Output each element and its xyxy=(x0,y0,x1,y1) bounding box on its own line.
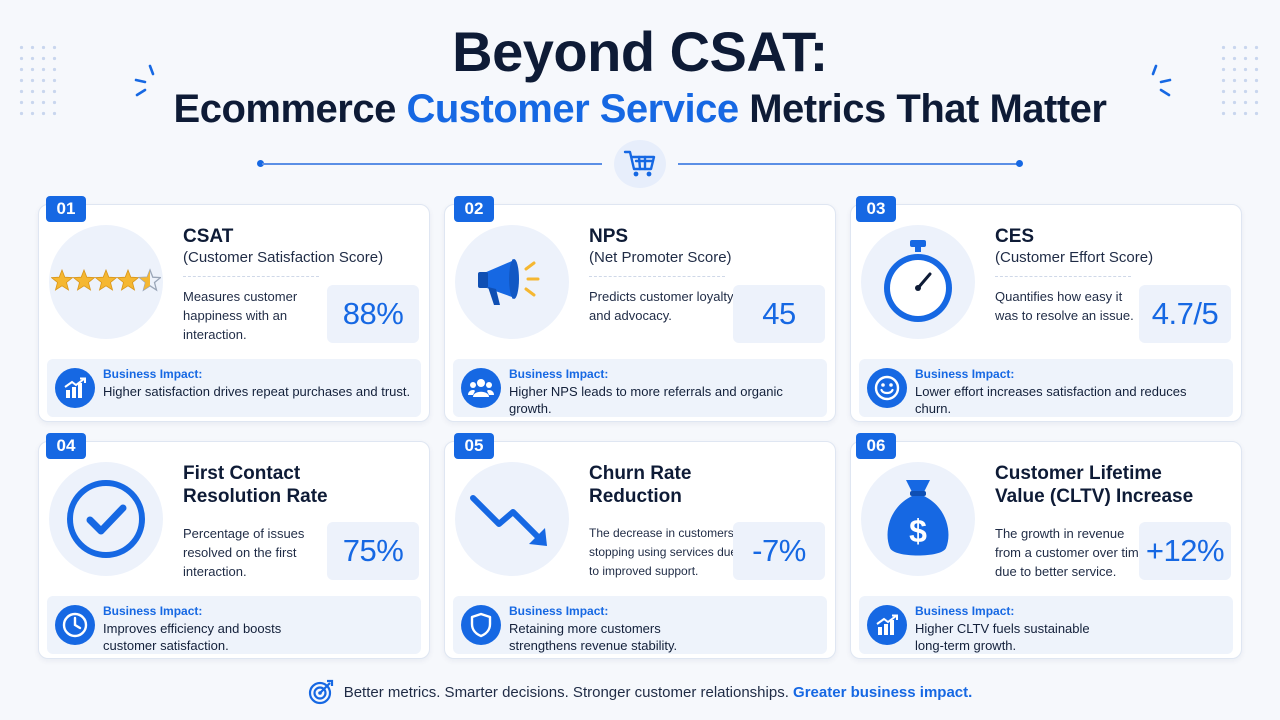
impact-text: Higher CLTV fuels sustainable long-term … xyxy=(915,621,1090,653)
page-subtitle: Ecommerce Customer Service Metrics That … xyxy=(0,84,1280,134)
impact-text: Improves efficiency and boosts customer … xyxy=(103,621,282,653)
smile-icon xyxy=(867,368,907,408)
decorative-dots xyxy=(16,42,62,116)
metric-card-fcr: First Contact Resolution Rate Percentage… xyxy=(38,441,430,659)
divider xyxy=(589,276,725,277)
divider xyxy=(995,276,1131,277)
impact-text: Higher satisfaction drives repeat purcha… xyxy=(103,384,411,399)
card-number: 03 xyxy=(856,196,896,222)
metric-title-line: Resolution Rate xyxy=(183,486,328,507)
star-rating-icon xyxy=(49,225,163,339)
impact-label: Business Impact: xyxy=(103,367,203,381)
impact-label: Business Impact: xyxy=(915,367,1015,381)
impact-label: Business Impact: xyxy=(103,604,203,618)
business-impact: Business Impact: Lower effort increases … xyxy=(859,359,1233,417)
impact-label: Business Impact: xyxy=(509,367,609,381)
metric-value: 75% xyxy=(327,522,419,580)
metric-title: CSAT xyxy=(183,226,234,247)
metric-description: Quantifies how easy it was to resolve an… xyxy=(995,289,1134,323)
growth-chart-icon xyxy=(867,605,907,645)
divider xyxy=(183,276,319,277)
impact-label: Business Impact: xyxy=(915,604,1015,618)
metric-title-line: Value (CLTV) Increase xyxy=(995,486,1194,507)
metric-card-ces: CES (Customer Effort Score) Quantifies h… xyxy=(850,204,1242,422)
business-impact: Business Impact: Higher satisfaction dri… xyxy=(47,359,421,417)
metric-value: -7% xyxy=(733,522,825,580)
metric-card-churn: Churn Rate Reduction The decrease in cus… xyxy=(444,441,836,659)
metric-title-line: First Contact xyxy=(183,463,301,484)
impact-text: Retaining more customers strengthens rev… xyxy=(509,621,678,653)
metric-subtitle: (Net Promoter Score) xyxy=(589,249,732,266)
metric-description: The growth in revenue from a customer ov… xyxy=(995,526,1146,579)
metric-value: +12% xyxy=(1139,522,1231,580)
card-number: 02 xyxy=(454,196,494,222)
page-title: Beyond CSAT: xyxy=(452,20,828,83)
business-impact: Business Impact: Improves efficiency and… xyxy=(47,596,421,654)
metric-description: The decrease in customers stopping using… xyxy=(589,526,738,578)
business-impact: Business Impact: Higher CLTV fuels susta… xyxy=(859,596,1233,654)
business-impact: Business Impact: Retaining more customer… xyxy=(453,596,827,654)
subtitle-accent: Customer Service xyxy=(406,87,739,131)
metric-subtitle: (Customer Satisfaction Score) xyxy=(183,249,384,266)
subtitle-part: Ecommerce xyxy=(173,87,397,131)
target-icon xyxy=(308,679,333,705)
shield-icon xyxy=(461,605,501,645)
metric-value: 4.7/5 xyxy=(1139,285,1231,343)
divider-line xyxy=(678,163,1018,165)
business-impact: Business Impact: Higher NPS leads to mor… xyxy=(453,359,827,417)
decorative-dots xyxy=(1218,42,1264,116)
subtitle-part: Metrics That Matter xyxy=(749,87,1107,131)
impact-label: Business Impact: xyxy=(509,604,609,618)
growth-chart-icon xyxy=(55,368,95,408)
card-number: 06 xyxy=(856,433,896,459)
metric-description: Predicts customer loyalty and advocacy. xyxy=(589,289,734,323)
impact-text: Higher NPS leads to more referrals and o… xyxy=(509,384,783,416)
svg-text:$: $ xyxy=(909,513,927,549)
down-trend-arrow-icon xyxy=(455,462,569,576)
money-bag-icon: $ xyxy=(861,462,975,576)
footer: Better metrics. Smarter decisions. Stron… xyxy=(0,679,1280,705)
footer-emphasis: Greater business impact. xyxy=(793,683,973,701)
sparkle-icon xyxy=(1151,64,1172,97)
metric-title: Churn Rate Reduction xyxy=(589,462,691,508)
card-number: 05 xyxy=(454,433,494,459)
metric-card-csat: CSAT (Customer Satisfaction Score) Measu… xyxy=(38,204,430,422)
metric-card-nps: NPS (Net Promoter Score) Predicts custom… xyxy=(444,204,836,422)
metric-card-cltv: $ Customer Lifetime Value (CLTV) Increas… xyxy=(850,441,1242,659)
metric-value: 88% xyxy=(327,285,419,343)
sparkle-icon xyxy=(134,64,155,97)
metric-title: NPS xyxy=(589,226,629,247)
metric-title: Customer Lifetime Value (CLTV) Increase xyxy=(995,462,1193,508)
stopwatch-icon xyxy=(861,225,975,339)
people-icon xyxy=(461,368,501,408)
metric-description: Measures customer happiness with an inte… xyxy=(183,289,298,342)
metric-value: 45 xyxy=(733,285,825,343)
metric-title-line: Reduction xyxy=(589,486,682,507)
metric-title: CES xyxy=(995,226,1035,247)
megaphone-icon xyxy=(455,225,569,339)
metric-title-line: Customer Lifetime xyxy=(995,463,1162,484)
metric-title-line: Churn Rate xyxy=(589,463,692,484)
card-number: 04 xyxy=(46,433,86,459)
checkmark-circle-icon xyxy=(49,462,163,576)
footer-text: Better metrics. Smarter decisions. Stron… xyxy=(344,684,973,701)
footer-tagline: Better metrics. Smarter decisions. Stron… xyxy=(343,683,789,701)
clock-icon xyxy=(55,605,95,645)
divider-line xyxy=(262,163,602,165)
divider-dot xyxy=(1016,160,1023,167)
divider-dot xyxy=(257,160,264,167)
card-number: 01 xyxy=(46,196,86,222)
metric-subtitle: (Customer Effort Score) xyxy=(995,249,1154,266)
metric-title: First Contact Resolution Rate xyxy=(183,462,328,508)
metric-description: Percentage of issues resolved on the fir… xyxy=(183,526,305,579)
impact-text: Lower effort increases satisfaction and … xyxy=(915,384,1187,416)
shopping-cart-icon xyxy=(614,140,666,188)
